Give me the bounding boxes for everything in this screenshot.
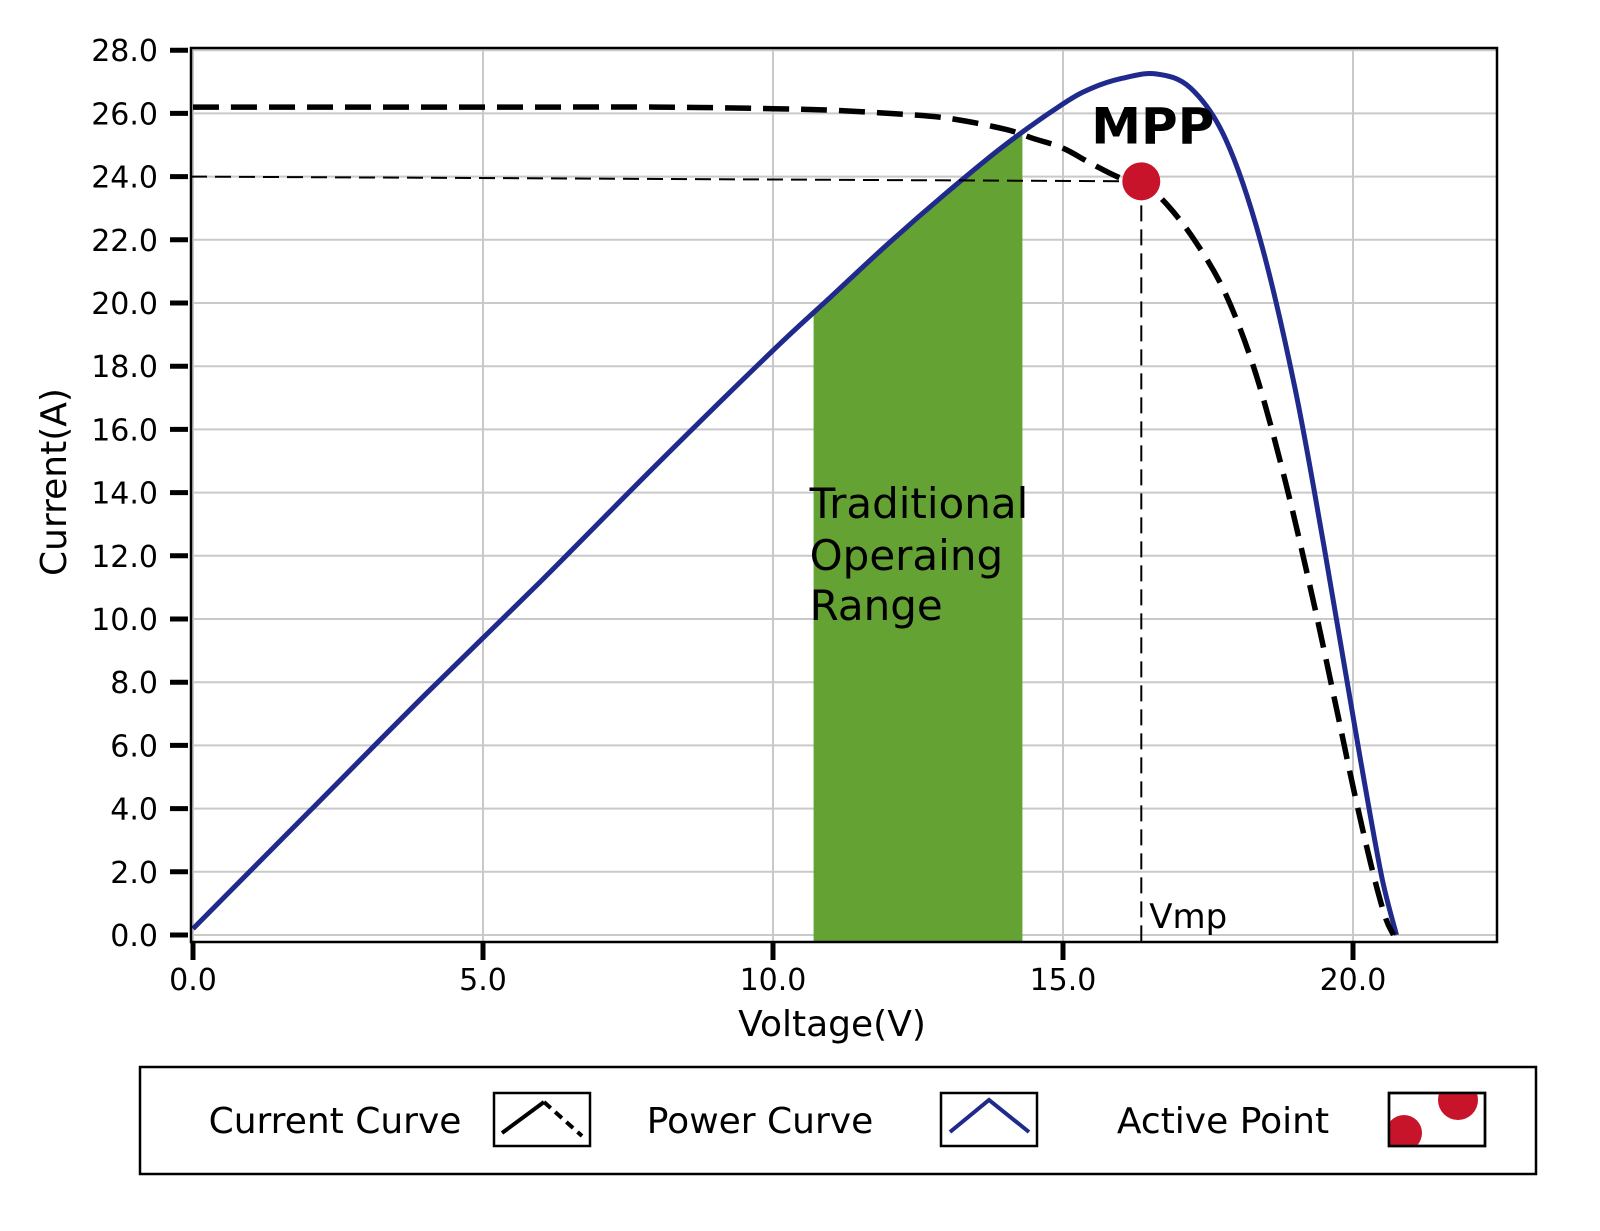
legend-label-current: Current Curve: [209, 1101, 462, 1142]
power-curve: [191, 71, 1399, 936]
vmp-label: Vmp: [1149, 897, 1227, 937]
x-axis-title: Voltage(V): [738, 1004, 926, 1045]
red-dots-icon: [1387, 1091, 1487, 1148]
dashed-line-icon: [492, 1091, 592, 1148]
y-tick-label: 18.0: [91, 350, 158, 385]
x-tick-label: 15.0: [1030, 963, 1097, 998]
y-tick-label: 16.0: [91, 413, 158, 448]
operating-range-label-line: Operaing: [810, 531, 1004, 580]
legend: Current Curve Power Curve Active Point: [138, 1065, 1538, 1176]
mpp-point: [1122, 162, 1161, 201]
y-tick-label: 2.0: [110, 856, 158, 891]
y-tick-label: 26.0: [91, 97, 158, 132]
operating-range-label: Traditional Operaing Range: [809, 479, 1029, 630]
plot-frame: [189, 46, 1499, 944]
y-axis-title: Current(A): [34, 388, 75, 576]
y-tick-label: 20.0: [91, 287, 158, 322]
operating-range-label-line: Range: [810, 581, 943, 630]
legend-label-active-point: Active Point: [1117, 1101, 1329, 1142]
legend-frame: [138, 1065, 1538, 1176]
y-tick-label: 28.0: [91, 34, 158, 69]
mpp-label: MPP: [1091, 97, 1214, 155]
x-tick-label: 0.0: [169, 963, 217, 998]
x-tick-label: 5.0: [459, 963, 507, 998]
y-tick-label: 10.0: [91, 603, 158, 638]
current-curve: [193, 104, 1397, 937]
y-tick-label: 22.0: [91, 224, 158, 259]
x-tick-label: 20.0: [1320, 963, 1387, 998]
y-tick-label: 0.0: [110, 919, 158, 954]
y-tick-label: 12.0: [91, 540, 158, 575]
mpp-horizontal-guide: [190, 175, 1142, 183]
operating-range-label-line: Traditional: [809, 479, 1029, 528]
solid-line-icon: [939, 1091, 1039, 1148]
y-tick-label: 6.0: [110, 729, 158, 764]
legend-label-power: Power Curve: [647, 1101, 874, 1142]
y-tick-label: 8.0: [110, 666, 158, 701]
axes: 0.0 2.0 4.0 6.0 8.0 10.0 12.0 14.0 16.0 18.0 20.0 2…: [91, 34, 1386, 998]
y-tick-label: 24.0: [91, 161, 158, 196]
mpp-markers: MPP Vmp: [190, 97, 1227, 942]
y-tick-label: 14.0: [91, 477, 158, 512]
x-tick-label: 10.0: [740, 963, 807, 998]
curves: [191, 71, 1399, 937]
y-tick-label: 4.0: [110, 793, 158, 828]
